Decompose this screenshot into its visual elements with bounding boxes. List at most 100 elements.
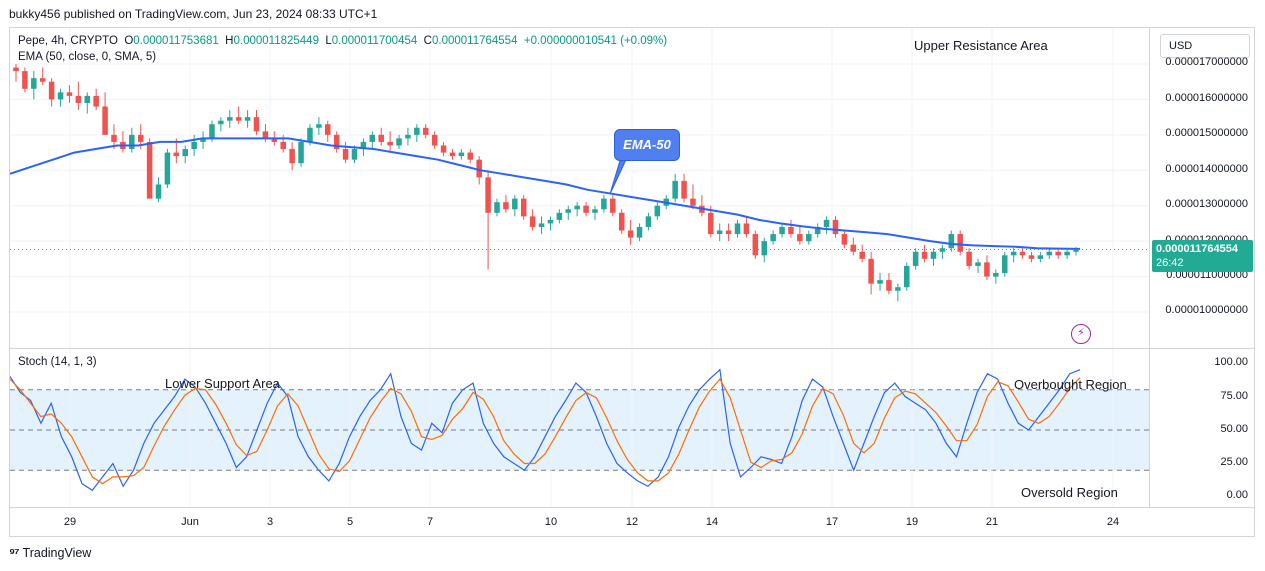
bullish-candle <box>1001 255 1008 274</box>
bullish-candle <box>414 127 420 135</box>
brand-name: TradingView <box>22 545 92 560</box>
bullish-candle <box>779 226 785 235</box>
time-tick: 29 <box>63 516 77 528</box>
bearish-candle <box>788 226 794 235</box>
bearish-candle <box>681 180 687 199</box>
bearish-candle <box>75 95 82 103</box>
bullish-candle <box>244 117 251 121</box>
bullish-candle <box>716 230 723 235</box>
bearish-candle <box>378 134 384 142</box>
bearish-candle <box>325 124 331 135</box>
bar-countdown: 26:42 <box>1156 257 1184 269</box>
close-label: C <box>423 35 432 47</box>
bearish-candle <box>583 205 589 213</box>
bearish-candle <box>253 117 260 132</box>
bullish-candle <box>316 124 322 128</box>
chart-frame: Pepe, 4h, CRYPTO O0.000011753681 H0.0000… <box>9 27 1255 537</box>
bullish-candle <box>227 117 233 121</box>
bearish-candle <box>1028 255 1035 259</box>
bullish-candle <box>494 202 500 213</box>
bullish-candle <box>672 180 678 199</box>
bearish-candle <box>627 230 634 238</box>
lower-support-label: Lower Support Area <box>165 376 280 391</box>
time-tick: 17 <box>825 516 839 528</box>
stoch-tick: 75.00 <box>1220 390 1248 402</box>
price-pane[interactable]: Pepe, 4h, CRYPTO O0.000011753681 H0.0000… <box>9 28 1149 348</box>
price-axis[interactable]: USD 0.000017000000 0.000016000000 0.0000… <box>1149 28 1254 507</box>
bullish-candle <box>877 280 883 284</box>
bullish-candle <box>164 152 171 185</box>
time-axis[interactable]: 29 Jun 3 5 7 10 12 14 17 19 21 24 <box>10 507 1254 536</box>
bearish-candle <box>984 262 990 277</box>
bullish-candle <box>538 223 545 227</box>
price-tick: 0.000015000000 <box>1165 127 1248 139</box>
publisher-header: bukky456 published on TradingView.com, J… <box>9 7 378 21</box>
last-price-tag: 0.000011764554 26:42 <box>1152 240 1253 272</box>
bearish-candle <box>102 106 108 135</box>
bullish-candle <box>209 124 215 139</box>
time-tick: 7 <box>426 516 434 528</box>
bullish-candle <box>547 219 554 224</box>
bullish-candle <box>351 149 358 160</box>
change-value: +0.000000010541 (+0.09%) <box>523 35 668 47</box>
time-tick: 21 <box>985 516 999 528</box>
bearish-candle <box>752 234 759 256</box>
footer-brand[interactable]: ⁹⁷ TradingView <box>9 545 91 560</box>
bearish-candle <box>342 149 349 160</box>
bearish-candle <box>886 280 892 291</box>
bearish-candle <box>289 149 295 164</box>
currency-selector[interactable]: USD <box>1160 34 1250 58</box>
bearish-candle <box>111 134 117 142</box>
bearish-candle <box>850 244 857 252</box>
bullish-candle <box>360 141 367 150</box>
bearish-candle <box>476 159 482 178</box>
symbol-label: Pepe, 4h, CRYPTO <box>18 35 118 47</box>
bearish-candle <box>235 117 242 121</box>
bullish-candle <box>1010 251 1017 256</box>
bullish-candle <box>814 226 821 235</box>
candlestick-chart[interactable] <box>9 28 1149 348</box>
bearish-candle <box>431 134 438 146</box>
stoch-tick: 0.00 <box>1226 489 1248 501</box>
bearish-candle <box>485 177 491 213</box>
bearish-candle <box>333 134 340 150</box>
time-tick: 10 <box>544 516 558 528</box>
bearish-candle <box>868 258 874 284</box>
ohlc-legend: Pepe, 4h, CRYPTO O0.000011753681 H0.0000… <box>18 35 667 47</box>
bullish-candle <box>654 205 661 217</box>
lightning-icon[interactable]: ⚡ <box>1071 324 1091 344</box>
stoch-k-line <box>9 368 1081 492</box>
tradingview-logo-icon: ⁹⁷ <box>9 545 20 560</box>
time-tick: 19 <box>905 516 919 528</box>
ema-legend[interactable]: EMA (50, close, 0, SMA, 5) <box>18 51 156 63</box>
bearish-candle <box>440 145 447 153</box>
bearish-candle <box>271 138 278 142</box>
stoch-legend[interactable]: Stoch (14, 1, 3) <box>18 356 97 368</box>
stochastic-chart[interactable] <box>9 349 1149 507</box>
price-tick: 0.000017000000 <box>1165 56 1248 68</box>
bullish-candle <box>307 127 313 142</box>
bullish-candle <box>31 78 37 89</box>
bearish-candle <box>262 131 269 139</box>
bearish-candle <box>39 78 46 82</box>
stochastic-pane[interactable]: Stoch (14, 1, 3) Lower Support Area Over… <box>9 349 1149 507</box>
bullish-candle <box>369 134 376 142</box>
pane-separator[interactable] <box>10 348 1254 349</box>
bullish-candle <box>458 152 465 157</box>
stoch-tick: 50.00 <box>1220 423 1248 435</box>
bearish-candle <box>449 152 456 157</box>
bullish-candle <box>298 141 304 164</box>
bearish-candle <box>529 216 536 227</box>
bearish-candle <box>66 92 73 96</box>
bearish-candle <box>422 127 429 135</box>
last-price-value: 0.000011764554 <box>1156 243 1238 255</box>
bearish-candle <box>387 141 393 146</box>
bullish-candle <box>806 234 812 242</box>
price-tick: 0.000016000000 <box>1165 92 1248 104</box>
time-tick: 12 <box>625 516 639 528</box>
open-value: 0.000011753681 <box>133 35 219 47</box>
bullish-candle <box>405 134 411 139</box>
bullish-candle <box>903 265 910 288</box>
oversold-label: Oversold Region <box>1021 485 1118 500</box>
bearish-candle <box>743 223 750 235</box>
